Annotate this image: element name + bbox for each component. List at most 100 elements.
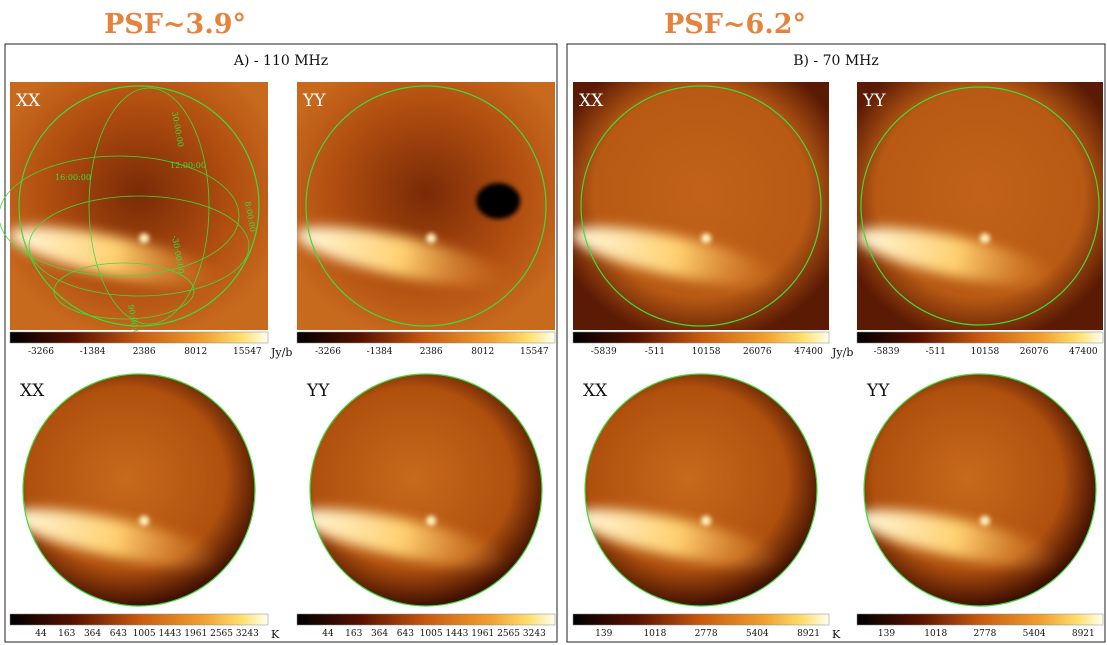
colorbar-tick-label: 8921 xyxy=(797,629,820,639)
colorbar-tick-label: 2386 xyxy=(133,347,156,357)
colorbar-tick-label: 1443 xyxy=(446,629,469,639)
polarization-label: XX xyxy=(579,91,604,111)
colorbar-tick-label: 5404 xyxy=(1023,629,1046,639)
colorbar-unit: K xyxy=(271,628,280,641)
colorbar xyxy=(297,614,555,625)
bright-source xyxy=(701,516,711,526)
colorbar-tick-label: 643 xyxy=(397,629,414,639)
colorbar-tick-label: 44 xyxy=(35,629,47,639)
figure: PSF~3.9° PSF~6.2° A) - 110 MHzXX30:00:00… xyxy=(0,0,1107,645)
bright-source xyxy=(701,233,711,243)
colorbar-tick-label: 8012 xyxy=(184,347,207,357)
map-image xyxy=(851,82,1103,330)
colorbar-tick-label: 47400 xyxy=(794,347,823,357)
colorbar-tick-label: 1443 xyxy=(159,629,182,639)
colorbar-tick-label: 364 xyxy=(371,629,388,639)
polarization-label: YY xyxy=(866,381,890,401)
colorbar-tick-label: -3266 xyxy=(315,347,341,357)
sky-map xyxy=(0,82,268,330)
sky-map xyxy=(851,82,1103,330)
colorbar-tick-label: 3243 xyxy=(523,629,546,639)
map-image xyxy=(6,372,268,608)
colorbar-tick-label: 47400 xyxy=(1069,347,1098,357)
sky-map xyxy=(568,82,829,330)
map-background xyxy=(297,372,555,608)
sky-map xyxy=(6,372,268,608)
polarization-label: XX xyxy=(20,381,45,401)
colorbar-tick-label: 5404 xyxy=(746,629,769,639)
map-background xyxy=(573,82,829,330)
map-image xyxy=(5,82,268,330)
polarization-label: XX xyxy=(16,91,41,111)
colorbar-unit: Jy/b xyxy=(831,346,853,359)
colorbar-tick-label: 1961 xyxy=(471,629,494,639)
colorbar-tick-label: 1018 xyxy=(643,629,666,639)
colorbar-tick-label: -5839 xyxy=(874,347,900,357)
colorbar-tick-label: 139 xyxy=(878,629,895,639)
colorbar-tick-label: 15547 xyxy=(520,347,549,357)
panel-title: B) - 70 MHz xyxy=(793,53,879,69)
colorbar-tick-label: 10158 xyxy=(692,347,721,357)
map-image xyxy=(569,372,829,608)
bright-source xyxy=(980,516,990,526)
colorbar-tick-label: -511 xyxy=(926,347,946,357)
colorbar-tick-label: -5839 xyxy=(591,347,617,357)
colorbar-tick-label: 1018 xyxy=(924,629,947,639)
colorbar-tick-label: 163 xyxy=(58,629,75,639)
grid-label: 12:00:00 xyxy=(170,161,206,170)
colorbar xyxy=(297,332,555,343)
bright-source xyxy=(426,516,436,526)
grid-label: 16:00:00 xyxy=(55,173,91,182)
colorbar-tick-label: 26076 xyxy=(743,347,772,357)
polarization-label: YY xyxy=(862,91,886,111)
map-background xyxy=(10,82,268,330)
colorbar-tick-label: 3243 xyxy=(236,629,259,639)
map-background xyxy=(573,372,829,608)
colorbar-tick-label: 8921 xyxy=(1072,629,1095,639)
map-background xyxy=(10,372,268,608)
sky-map xyxy=(293,372,555,608)
map-image xyxy=(568,82,829,330)
colorbar xyxy=(10,614,268,625)
header: PSF~3.9° xyxy=(104,9,246,40)
colorbar-tick-label: 643 xyxy=(110,629,127,639)
colorbar-tick-label: 2778 xyxy=(973,629,996,639)
dark-region xyxy=(476,183,520,219)
map-image xyxy=(293,372,555,608)
sky-map xyxy=(569,372,829,608)
colorbar-tick-label: 2565 xyxy=(497,629,520,639)
bright-source xyxy=(426,233,436,243)
colorbar-tick-label: 364 xyxy=(84,629,101,639)
bright-source xyxy=(139,233,149,243)
colorbar-tick-label: -511 xyxy=(645,347,665,357)
colorbar xyxy=(857,332,1103,343)
colorbar xyxy=(857,614,1103,625)
colorbar-tick-label: -1384 xyxy=(80,347,106,357)
colorbar-tick-label: 1005 xyxy=(420,629,443,639)
header: PSF~6.2° xyxy=(664,9,806,40)
colorbar-tick-label: 163 xyxy=(345,629,362,639)
polarization-label: YY xyxy=(302,91,326,111)
polarization-label: YY xyxy=(306,381,330,401)
map-image xyxy=(852,372,1103,608)
colorbar-tick-label: 26076 xyxy=(1020,347,1049,357)
polarization-label: XX xyxy=(583,381,608,401)
colorbar-tick-label: 1961 xyxy=(184,629,207,639)
colorbar xyxy=(10,332,268,343)
colorbar-tick-label: 2778 xyxy=(695,629,718,639)
sky-map xyxy=(292,82,555,330)
colorbar-tick-label: 2565 xyxy=(210,629,233,639)
colorbar xyxy=(573,614,829,625)
colorbar-tick-label: 8012 xyxy=(471,347,494,357)
colorbar-tick-label: 139 xyxy=(595,629,612,639)
colorbar-tick-label: 1005 xyxy=(133,629,156,639)
bright-source xyxy=(139,516,149,526)
colorbar-tick-label: 44 xyxy=(322,629,334,639)
colorbar-tick-label: -3266 xyxy=(28,347,54,357)
bright-source xyxy=(980,233,990,243)
colorbar-tick-label: 2386 xyxy=(420,347,443,357)
colorbar-tick-label: -1384 xyxy=(367,347,393,357)
colorbar xyxy=(573,332,829,343)
map-background xyxy=(857,82,1103,330)
map-background xyxy=(857,372,1103,608)
